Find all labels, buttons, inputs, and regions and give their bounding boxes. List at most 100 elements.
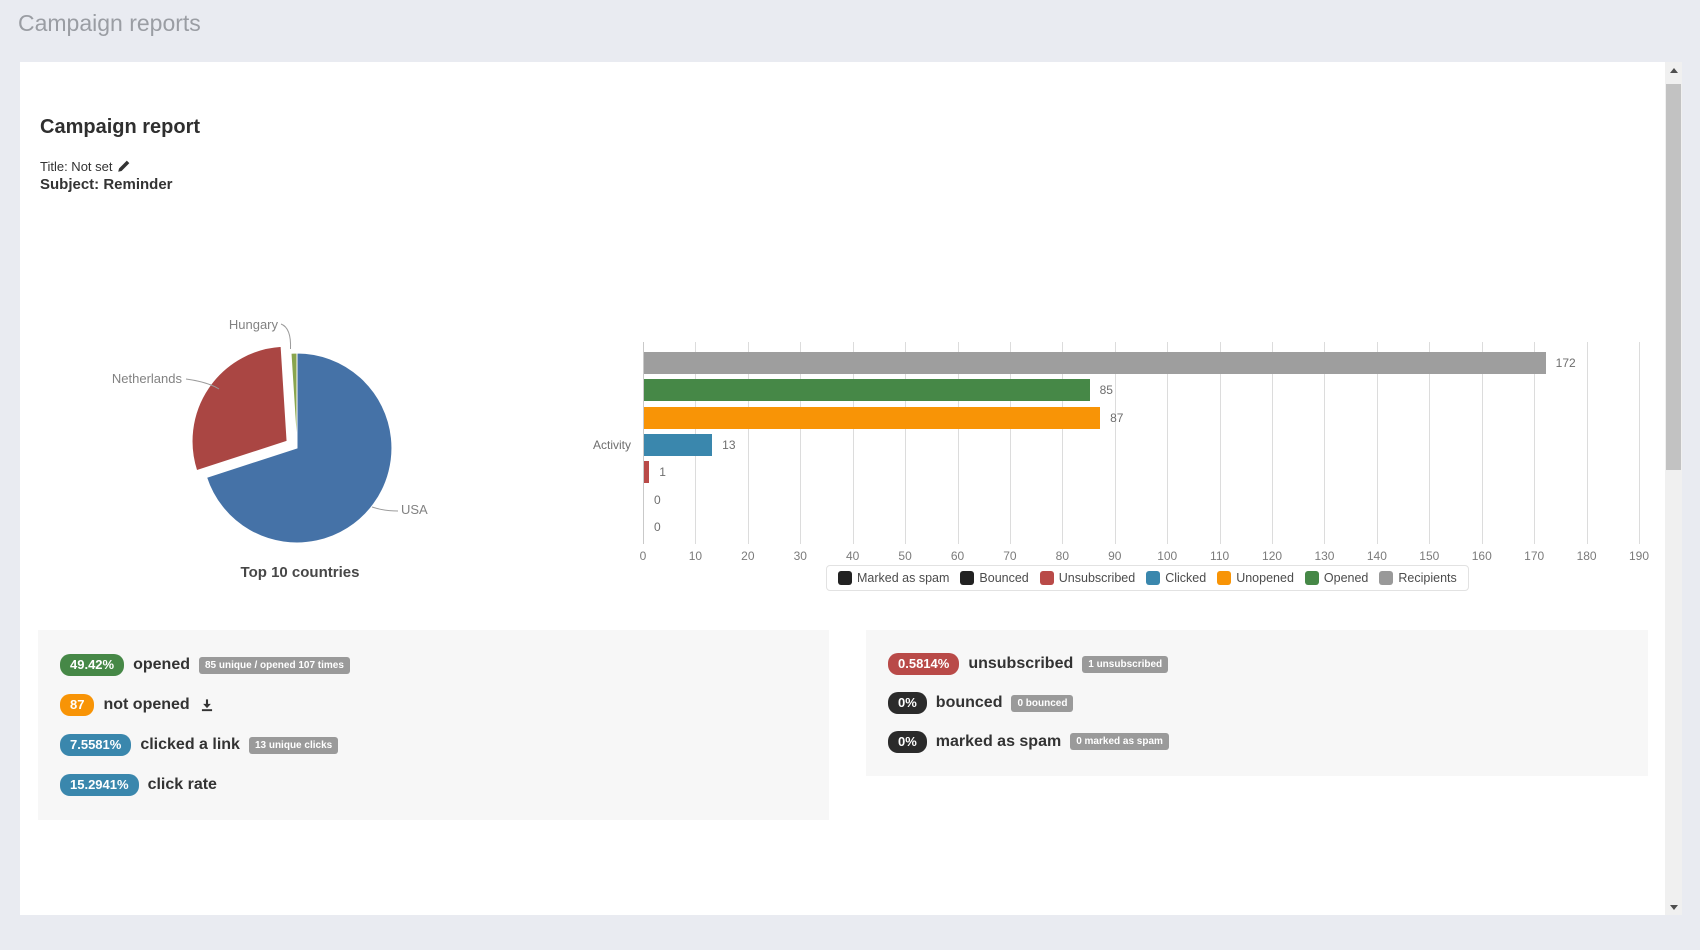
legend-item-opened: Opened bbox=[1304, 571, 1369, 585]
stat-label-not-opened: not opened bbox=[103, 696, 190, 713]
x-tick-label-30: 30 bbox=[793, 549, 807, 563]
gridline-180 bbox=[1586, 342, 1588, 544]
edit-pencil-icon[interactable] bbox=[117, 160, 130, 173]
legend-label: Marked as spam bbox=[857, 571, 950, 585]
x-tick-label-60: 60 bbox=[950, 549, 965, 563]
gridline-120 bbox=[1272, 342, 1274, 544]
pie-slices bbox=[191, 345, 393, 544]
stat-badge-opened: 85 unique / opened 107 times bbox=[198, 656, 350, 674]
pie-slice-usa bbox=[205, 352, 393, 544]
gridline-0 bbox=[643, 342, 644, 544]
chart-legend: Marked as spam Bounced Unsubscribed Clicked… bbox=[826, 565, 1469, 591]
bar-value-recipients: 172 bbox=[1555, 356, 1576, 370]
stat-label-marked-as-spam: marked as spam bbox=[935, 732, 1062, 750]
x-tick-label-140: 140 bbox=[1366, 549, 1387, 563]
stat-row-not-opened: 87 not opened bbox=[60, 685, 807, 725]
bar-value-opened: 85 bbox=[1099, 383, 1113, 398]
download-icon[interactable] bbox=[200, 698, 214, 712]
scroll-down-button[interactable] bbox=[1665, 899, 1682, 915]
pie-leader-line-usa bbox=[371, 506, 399, 512]
gridline-80 bbox=[1062, 342, 1064, 544]
x-tick-label-20: 20 bbox=[741, 549, 755, 563]
report-heading: Campaign report bbox=[40, 116, 201, 138]
x-tick-label-130: 130 bbox=[1314, 549, 1335, 563]
bar-opened bbox=[644, 379, 1090, 402]
stat-pill-not-opened: 87 bbox=[60, 693, 95, 717]
stat-badge-unsubscribed: 1 unsubscribed bbox=[1082, 655, 1169, 673]
legend-swatch-clicked bbox=[1146, 571, 1161, 585]
stat-row-marked-as-spam: 0% marked as spam 0 marked as spam bbox=[888, 722, 1626, 761]
gridline-60 bbox=[957, 342, 959, 544]
gridline-20 bbox=[747, 342, 749, 544]
legend-swatch-unsubscribed bbox=[1039, 571, 1054, 585]
legend-label: Unsubscribed bbox=[1058, 571, 1136, 585]
gridline-140 bbox=[1376, 342, 1378, 544]
legend-label: Bounced bbox=[979, 571, 1029, 585]
x-tick-label-120: 120 bbox=[1262, 549, 1283, 563]
stat-pill-opened: 49.42% bbox=[60, 653, 125, 677]
legend-item-bounced: Bounced bbox=[960, 571, 1029, 585]
y-axis-label: Activity bbox=[592, 437, 631, 452]
stat-label-unsubscribed: unsubscribed bbox=[968, 655, 1074, 673]
pie-label-netherlands: Netherlands bbox=[112, 371, 183, 386]
legend-swatch-unopened bbox=[1217, 571, 1232, 585]
report-subject-line: Subject: Reminder bbox=[40, 176, 173, 193]
x-tick-label-100: 100 bbox=[1157, 549, 1178, 563]
stat-pill-marked-as-spam: 0% bbox=[888, 730, 927, 753]
legend-label: Opened bbox=[1323, 571, 1369, 585]
stat-row-bounced: 0% bounced 0 bounced bbox=[888, 684, 1626, 723]
report-title-line: Title: Not set bbox=[40, 159, 130, 174]
x-tick-label-10: 10 bbox=[688, 549, 703, 563]
stats-box-left: 49.42% opened 85 unique / opened 107 times… bbox=[38, 630, 829, 820]
bar-value-marked-as-spam: 0 bbox=[654, 519, 661, 534]
x-tick-label-180: 180 bbox=[1576, 549, 1597, 563]
stats-box-right: 0.5814% unsubscribed 1 unsubscribed 0% bounc… bbox=[866, 630, 1648, 776]
pie-leader-line-hungary bbox=[280, 323, 292, 350]
legend-swatch-marked-as-spam bbox=[838, 571, 852, 585]
scrollbar-thumb[interactable] bbox=[1666, 84, 1681, 470]
report-card: Campaign report Title: Not set Subject: … bbox=[20, 62, 1682, 915]
legend-item-unsubscribed: Unsubscribed bbox=[1039, 571, 1136, 585]
scroll-up-icon bbox=[1669, 67, 1678, 73]
stat-row-click-rate: 15.2941% click rate bbox=[60, 765, 807, 805]
legend-item-marked-as-spam: Marked as spam bbox=[838, 571, 949, 585]
stat-row-clicked-a-link: 7.5581% clicked a link 13 unique clicks bbox=[60, 725, 807, 765]
pie-label-hungary: Hungary bbox=[229, 317, 279, 332]
bar-value-bounced: 0 bbox=[654, 492, 661, 507]
bar-value-unsubscribed: 1 bbox=[659, 465, 666, 480]
gridline-10 bbox=[695, 342, 697, 544]
legend-swatch-recipients bbox=[1379, 571, 1394, 585]
gridline-50 bbox=[905, 342, 907, 544]
stat-label-bounced: bounced bbox=[935, 694, 1003, 711]
stat-badge-bounced: 0 bounced bbox=[1011, 694, 1074, 712]
report-title-text: Title: Not set bbox=[40, 159, 113, 174]
x-tick-label-50: 50 bbox=[898, 549, 912, 563]
pie-chart-title: Top 10 countries bbox=[240, 564, 360, 581]
pie-slice-hungary bbox=[290, 352, 298, 449]
stat-row-opened: 49.42% opened 85 unique / opened 107 times bbox=[60, 645, 807, 685]
bar-unopened bbox=[644, 406, 1101, 429]
stat-pill-bounced: 0% bbox=[888, 691, 927, 715]
legend-label: Recipients bbox=[1398, 571, 1457, 585]
scroll-up-button[interactable] bbox=[1665, 62, 1682, 78]
legend-label: Clicked bbox=[1165, 571, 1207, 585]
gridline-70 bbox=[1009, 342, 1011, 544]
bar-recipients bbox=[644, 352, 1546, 374]
scroll-down-icon bbox=[1669, 904, 1678, 910]
bar-clicked bbox=[644, 433, 713, 456]
vertical-scrollbar[interactable] bbox=[1665, 62, 1682, 915]
legend-item-unopened: Unopened bbox=[1217, 571, 1294, 585]
x-tick-label-90: 90 bbox=[1108, 549, 1122, 563]
legend-label: Unopened bbox=[1236, 571, 1294, 585]
legend-item-recipients: Recipients bbox=[1379, 571, 1457, 585]
stat-badge-clicked-a-link: 13 unique clicks bbox=[248, 736, 339, 754]
bar-value-unopened: 87 bbox=[1110, 410, 1124, 425]
legend-item-clicked: Clicked bbox=[1146, 571, 1206, 585]
page-title: Campaign reports bbox=[18, 10, 201, 36]
x-tick-label-170: 170 bbox=[1524, 549, 1545, 563]
gridline-170 bbox=[1534, 342, 1536, 544]
stat-row-unsubscribed: 0.5814% unsubscribed 1 unsubscribed bbox=[888, 645, 1626, 684]
stat-label-opened: opened bbox=[133, 656, 190, 673]
x-tick-label-70: 70 bbox=[1003, 549, 1017, 563]
stat-pill-unsubscribed: 0.5814% bbox=[888, 653, 960, 676]
